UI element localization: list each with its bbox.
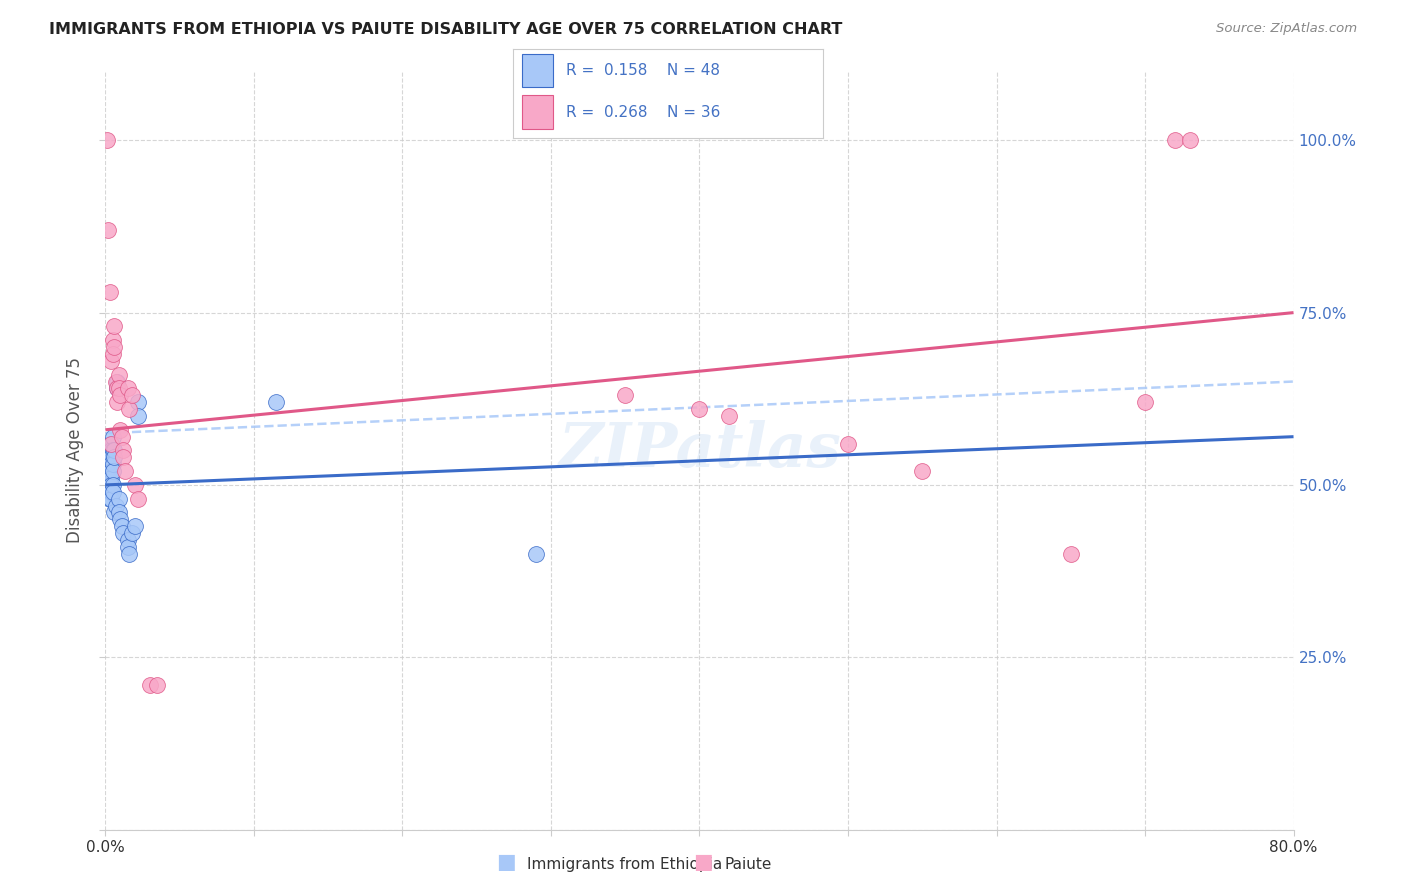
Point: [100, 491, 122, 506]
Text: Paiute: Paiute: [724, 857, 772, 872]
Y-axis label: Disability Age Over 75: Disability Age Over 75: [66, 358, 84, 543]
Point: [118, 402, 141, 417]
Bar: [523, 95, 554, 129]
Text: ■: ■: [496, 853, 516, 872]
Point: [121, 526, 143, 541]
Point: [103, 319, 125, 334]
Point: [110, 423, 132, 437]
Point: [98, 285, 121, 299]
Point: [98, 436, 121, 450]
Point: [105, 395, 128, 409]
Point: [100, 471, 122, 485]
Point: [1060, 547, 1083, 561]
Point: [100, 443, 122, 458]
Point: [101, 464, 124, 478]
Text: IMMIGRANTS FROM ETHIOPIA VS PAIUTE DISABILITY AGE OVER 75 CORRELATION CHART: IMMIGRANTS FROM ETHIOPIA VS PAIUTE DISAB…: [49, 22, 842, 37]
Point: [105, 381, 128, 395]
Point: [104, 499, 127, 513]
Point: [101, 484, 124, 499]
Text: Immigrants from Ethiopia: Immigrants from Ethiopia: [527, 857, 723, 872]
Point: [117, 533, 139, 547]
Point: [108, 491, 131, 506]
Point: [105, 381, 128, 395]
Point: [101, 333, 124, 347]
Point: [146, 678, 169, 692]
Point: [100, 484, 122, 499]
Point: [110, 512, 132, 526]
Point: [117, 381, 139, 395]
Point: [112, 450, 135, 465]
Point: [112, 526, 135, 541]
Point: [98, 478, 121, 492]
Point: [96, 450, 118, 465]
Point: [127, 491, 149, 506]
Point: [100, 478, 122, 492]
Point: [118, 547, 141, 561]
Point: [911, 464, 934, 478]
Point: [121, 388, 143, 402]
Point: [1133, 395, 1156, 409]
Point: [104, 375, 127, 389]
Point: [103, 450, 125, 465]
Point: [127, 395, 149, 409]
Point: [100, 457, 122, 471]
Point: [264, 395, 287, 409]
Point: [124, 519, 146, 533]
Point: [101, 443, 124, 458]
Point: [111, 430, 134, 444]
Point: [718, 409, 741, 423]
Point: [524, 547, 547, 561]
Point: [110, 388, 132, 402]
Point: [97, 223, 120, 237]
Point: [98, 471, 121, 485]
Point: [97, 443, 120, 458]
Point: [837, 436, 859, 450]
Point: [97, 471, 120, 485]
Text: Source: ZipAtlas.com: Source: ZipAtlas.com: [1216, 22, 1357, 36]
Point: [98, 464, 121, 478]
Point: [101, 478, 124, 492]
Text: ZIPatlas: ZIPatlas: [558, 420, 841, 481]
Point: [108, 506, 131, 520]
Point: [614, 388, 637, 402]
Bar: [523, 54, 554, 87]
Point: [117, 540, 139, 554]
Point: [100, 464, 122, 478]
Point: [98, 457, 121, 471]
Point: [108, 381, 131, 395]
Point: [127, 409, 149, 423]
Point: [1164, 133, 1187, 147]
Point: [101, 430, 124, 444]
Point: [97, 478, 120, 492]
Point: [124, 478, 146, 492]
Point: [98, 491, 121, 506]
Text: R =  0.158    N = 48: R = 0.158 N = 48: [565, 63, 720, 78]
Point: [98, 450, 121, 465]
Point: [114, 464, 136, 478]
Point: [96, 464, 118, 478]
Point: [1178, 133, 1201, 147]
Point: [689, 402, 711, 417]
Text: ■: ■: [693, 853, 713, 872]
Point: [112, 443, 135, 458]
Point: [101, 347, 124, 361]
Text: R =  0.268    N = 36: R = 0.268 N = 36: [565, 105, 720, 120]
Point: [97, 457, 120, 471]
Point: [101, 457, 124, 471]
Point: [103, 506, 125, 520]
Point: [103, 340, 125, 354]
Point: [100, 436, 122, 450]
Point: [108, 368, 131, 382]
Point: [100, 354, 122, 368]
Point: [98, 484, 121, 499]
Point: [111, 519, 134, 533]
Point: [105, 375, 128, 389]
Point: [139, 678, 162, 692]
Point: [103, 443, 125, 458]
Point: [100, 450, 122, 465]
Point: [96, 133, 118, 147]
